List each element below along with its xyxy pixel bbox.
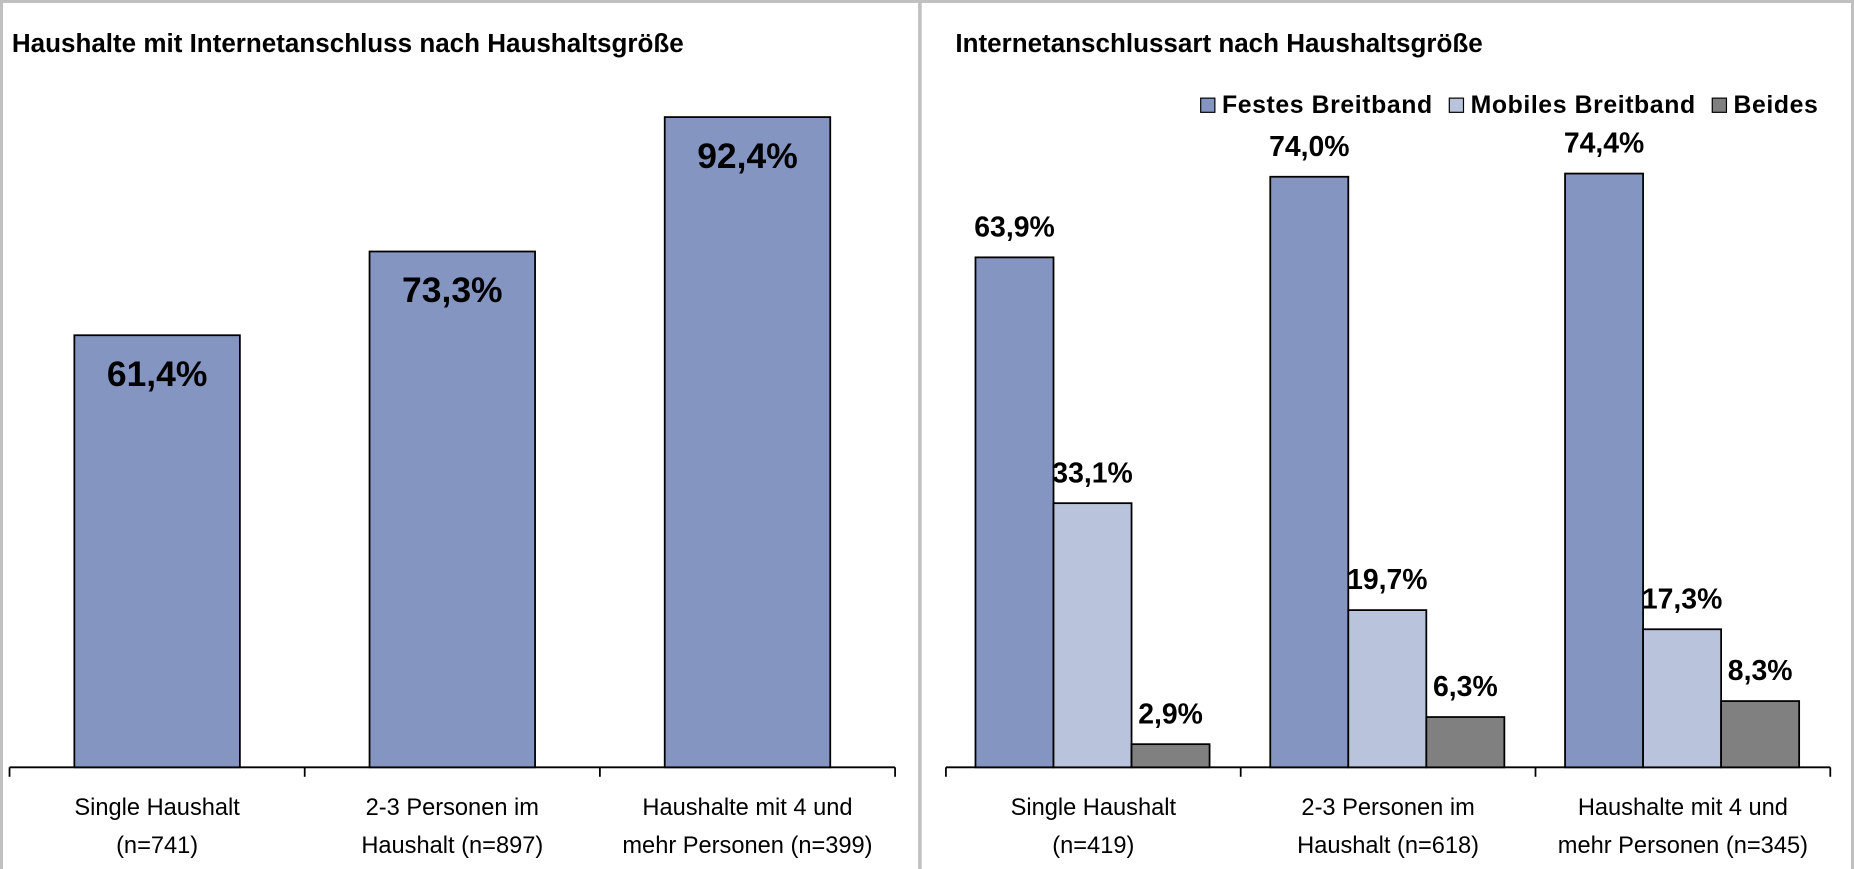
legend-swatch (1448, 97, 1465, 113)
data-label: 74,4% (1564, 128, 1644, 160)
bar (974, 256, 1055, 769)
data-label: 17,3% (1642, 583, 1722, 615)
x-tick-label: mehr Personen (n=345) (1558, 833, 1808, 859)
x-tick-label: (n=741) (116, 833, 198, 859)
legend: Festes Breitband Mobiles Breitband Beides (1200, 92, 1819, 119)
x-tick-label: (n=419) (1052, 833, 1134, 859)
x-tick-label: Haushalt (n=618) (1297, 833, 1479, 859)
data-label: 19,7% (1347, 564, 1427, 596)
data-label: 74,0% (1269, 131, 1349, 163)
bar (1642, 628, 1723, 769)
data-label: 8,3% (1728, 655, 1793, 687)
legend-label: Festes Breitband (1222, 92, 1433, 119)
bar (1347, 609, 1428, 769)
x-tick-label: 2-3 Personen im (1301, 795, 1474, 821)
x-tick-label: Haushalte mit 4 und (642, 795, 852, 821)
chart-title: Haushalte mit Internetanschluss nach Hau… (12, 28, 684, 58)
chart-title: Internetanschlussart nach Haushaltsgröße (955, 28, 1482, 58)
x-tick-label: 2-3 Personen im (366, 795, 539, 821)
bar (1425, 716, 1506, 769)
x-tick-label: mehr Personen (n=399) (622, 833, 872, 859)
data-label: 61,4% (107, 354, 208, 394)
x-tick-label: Single Haushalt (74, 795, 240, 821)
bar (663, 116, 832, 769)
data-label: 2,9% (1138, 698, 1203, 730)
x-tick-label: Haushalt (n=897) (361, 833, 543, 859)
bar (1130, 743, 1211, 769)
legend-label: Beides (1734, 92, 1819, 119)
bar (1269, 175, 1350, 769)
data-label: 73,3% (402, 270, 503, 310)
legend-label: Mobiles Breitband (1471, 92, 1696, 119)
data-label: 6,3% (1433, 671, 1498, 703)
x-tick-label: Single Haushalt (1011, 795, 1177, 821)
bar (1052, 502, 1133, 769)
data-label: 92,4% (697, 136, 798, 176)
legend-swatch (1200, 97, 1216, 113)
legend-swatch (1711, 97, 1728, 113)
bar (1720, 700, 1801, 769)
bar (73, 334, 241, 769)
bar (368, 250, 536, 769)
bar (1564, 172, 1644, 769)
x-tick-label: Haushalte mit 4 und (1578, 795, 1788, 821)
data-label: 63,9% (974, 211, 1054, 243)
data-label: 33,1% (1052, 457, 1132, 489)
